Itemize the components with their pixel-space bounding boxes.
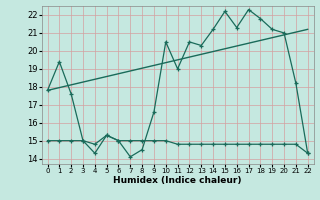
X-axis label: Humidex (Indice chaleur): Humidex (Indice chaleur) <box>113 176 242 185</box>
